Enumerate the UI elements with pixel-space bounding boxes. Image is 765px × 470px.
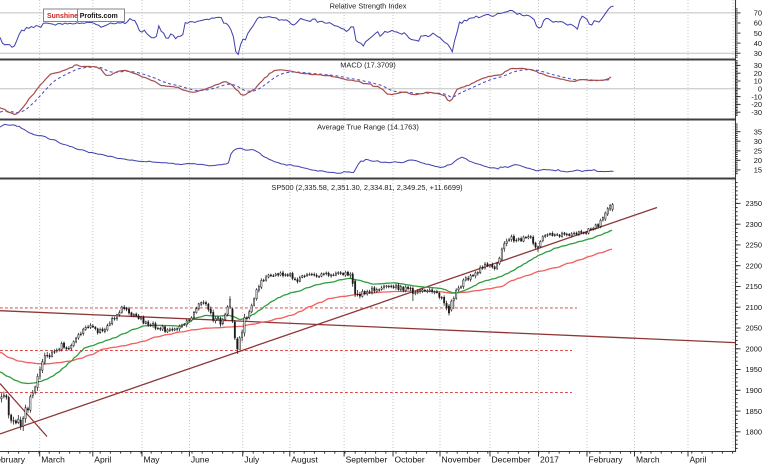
svg-text:25: 25 bbox=[754, 147, 762, 156]
svg-text:2300: 2300 bbox=[746, 220, 762, 229]
svg-text:20: 20 bbox=[754, 69, 762, 78]
svg-text:2100: 2100 bbox=[746, 303, 762, 312]
svg-text:30: 30 bbox=[754, 61, 762, 70]
svg-text:May: May bbox=[144, 455, 161, 465]
svg-text:April: April bbox=[94, 455, 111, 465]
svg-text:2150: 2150 bbox=[746, 282, 762, 291]
svg-text:-20: -20 bbox=[751, 100, 762, 109]
svg-text:-10: -10 bbox=[751, 92, 762, 101]
svg-text:June: June bbox=[191, 455, 210, 465]
svg-text:April: April bbox=[690, 455, 707, 465]
svg-text:Average True Range (14.1763): Average True Range (14.1763) bbox=[317, 122, 419, 131]
svg-text:35: 35 bbox=[754, 127, 762, 136]
svg-text:2017: 2017 bbox=[540, 455, 559, 465]
svg-text:August: August bbox=[291, 455, 318, 465]
svg-text:Relative Strength Index: Relative Strength Index bbox=[330, 2, 407, 11]
svg-text:0: 0 bbox=[758, 85, 762, 94]
svg-text:2050: 2050 bbox=[746, 324, 762, 333]
svg-text:2250: 2250 bbox=[746, 241, 762, 250]
svg-text:September: September bbox=[346, 455, 388, 465]
svg-text:MACD (17.3709): MACD (17.3709) bbox=[340, 61, 395, 70]
svg-text:50: 50 bbox=[754, 29, 762, 38]
svg-text:February: February bbox=[0, 455, 26, 465]
svg-text:2350: 2350 bbox=[746, 199, 762, 208]
svg-text:July: July bbox=[244, 455, 260, 465]
svg-text:Sunshine: Sunshine bbox=[47, 13, 78, 20]
svg-text:1850: 1850 bbox=[746, 407, 762, 416]
svg-text:1950: 1950 bbox=[746, 365, 762, 374]
svg-text:10: 10 bbox=[754, 77, 762, 86]
svg-text:60: 60 bbox=[754, 19, 762, 28]
svg-text:November: November bbox=[442, 455, 481, 465]
svg-text:SP500 (2,335.58, 2,351.30, 2,3: SP500 (2,335.58, 2,351.30, 2,334.81, 2,3… bbox=[271, 183, 462, 192]
svg-text:-30: -30 bbox=[751, 108, 762, 117]
svg-text:1800: 1800 bbox=[746, 428, 762, 437]
svg-text:March: March bbox=[636, 455, 660, 465]
svg-text:30: 30 bbox=[754, 49, 762, 58]
svg-text:40: 40 bbox=[754, 39, 762, 48]
svg-text:70: 70 bbox=[754, 9, 762, 18]
svg-text:March: March bbox=[41, 455, 65, 465]
svg-text:December: December bbox=[492, 455, 531, 465]
svg-text:Profits.com: Profits.com bbox=[80, 13, 118, 20]
svg-text:2000: 2000 bbox=[746, 345, 762, 354]
svg-text:2200: 2200 bbox=[746, 261, 762, 270]
svg-text:1900: 1900 bbox=[746, 386, 762, 395]
svg-text:October: October bbox=[395, 455, 425, 465]
svg-text:February: February bbox=[589, 455, 624, 465]
svg-text:20: 20 bbox=[754, 156, 762, 165]
svg-text:15: 15 bbox=[754, 166, 762, 175]
svg-text:30: 30 bbox=[754, 137, 762, 146]
